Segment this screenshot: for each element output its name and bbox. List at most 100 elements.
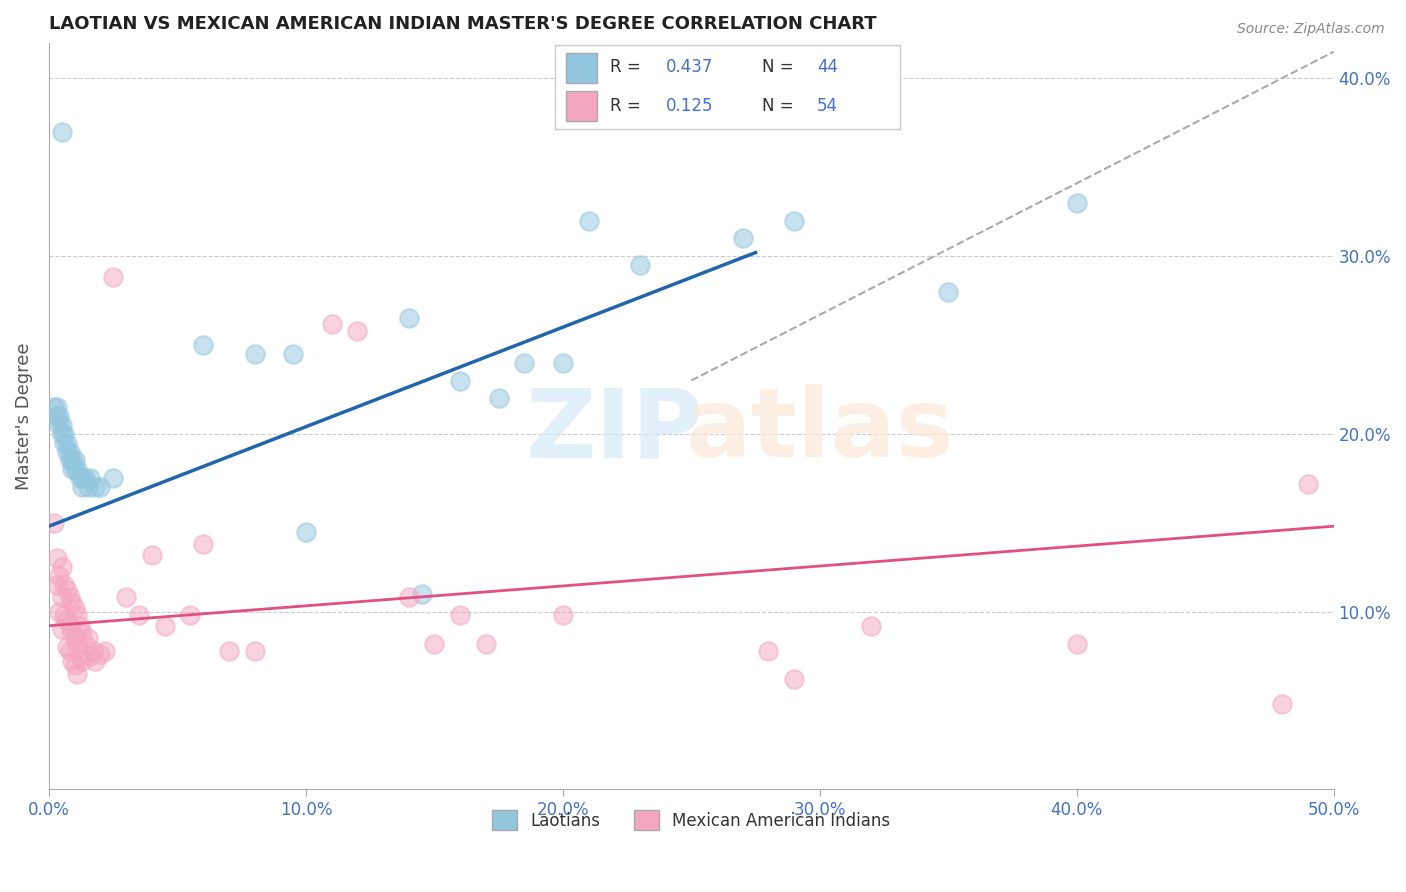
Point [243, 347, 266, 361]
Point [69, 619, 91, 633]
Point [936, 285, 959, 299]
Point [53, 426, 76, 441]
Point [295, 524, 318, 539]
Point [191, 537, 214, 551]
Point [398, 311, 420, 326]
Point [66, 462, 89, 476]
Point [191, 338, 214, 352]
Point [45, 400, 67, 414]
Point [45, 409, 67, 423]
Point [58, 444, 80, 458]
Point [66, 608, 89, 623]
Point [153, 619, 176, 633]
Point [63, 657, 86, 672]
Point [53, 435, 76, 450]
Point [45, 551, 67, 566]
Point [51, 417, 73, 432]
Point [72, 471, 94, 485]
Point [58, 643, 80, 657]
Point [628, 258, 651, 272]
Point [783, 672, 806, 686]
Point [103, 471, 125, 485]
Point [449, 374, 471, 388]
Text: N =: N = [762, 97, 793, 115]
Point [72, 625, 94, 640]
Point [578, 213, 600, 227]
Point [63, 462, 86, 476]
Point [94, 643, 117, 657]
Point [51, 125, 73, 139]
Point [45, 578, 67, 592]
Text: atlas: atlas [686, 384, 955, 477]
Point [60, 654, 83, 668]
Point [73, 471, 96, 485]
Point [89, 647, 111, 661]
FancyBboxPatch shape [565, 91, 596, 120]
Point [63, 453, 86, 467]
Point [398, 591, 420, 605]
Text: R =: R = [610, 97, 641, 115]
Text: 44: 44 [817, 59, 838, 77]
Point [758, 643, 780, 657]
Point [115, 591, 138, 605]
Point [48, 417, 70, 432]
Point [48, 409, 70, 423]
Point [179, 608, 201, 623]
Point [731, 231, 754, 245]
Point [56, 640, 79, 654]
Point [1066, 636, 1088, 650]
Point [1296, 476, 1319, 491]
Point [73, 636, 96, 650]
Point [474, 636, 496, 650]
Point [449, 608, 471, 623]
Point [56, 583, 79, 598]
Point [58, 619, 80, 633]
Point [53, 578, 76, 592]
Point [84, 654, 107, 668]
Y-axis label: Master's Degree: Master's Degree [15, 343, 32, 490]
Point [1271, 697, 1294, 711]
Point [69, 648, 91, 663]
Point [860, 619, 883, 633]
Point [89, 480, 111, 494]
Point [60, 462, 83, 476]
Text: ZIP: ZIP [526, 384, 703, 477]
Point [60, 596, 83, 610]
Text: 0.125: 0.125 [665, 97, 713, 115]
Point [72, 480, 94, 494]
Point [103, 270, 125, 285]
Point [79, 648, 101, 663]
Point [56, 614, 79, 628]
Point [53, 608, 76, 623]
Point [66, 636, 89, 650]
Point [60, 453, 83, 467]
Point [56, 435, 79, 450]
Point [346, 324, 368, 338]
Point [141, 548, 163, 562]
Text: N =: N = [762, 59, 793, 77]
Point [76, 631, 98, 645]
Point [56, 444, 79, 458]
Point [48, 605, 70, 619]
Point [42, 400, 65, 414]
Point [63, 601, 86, 615]
Point [84, 480, 107, 494]
Point [51, 622, 73, 636]
Point [66, 666, 89, 681]
Point [51, 591, 73, 605]
Point [82, 643, 104, 657]
Point [72, 654, 94, 668]
Point [513, 356, 536, 370]
Point [243, 643, 266, 657]
Point [551, 608, 574, 623]
Point [218, 643, 240, 657]
Point [48, 569, 70, 583]
FancyBboxPatch shape [565, 54, 596, 83]
Point [58, 591, 80, 605]
Point [51, 426, 73, 441]
Text: 0.437: 0.437 [665, 59, 713, 77]
Point [411, 587, 433, 601]
Text: Source: ZipAtlas.com: Source: ZipAtlas.com [1237, 22, 1385, 37]
Point [76, 480, 98, 494]
Point [423, 636, 446, 650]
